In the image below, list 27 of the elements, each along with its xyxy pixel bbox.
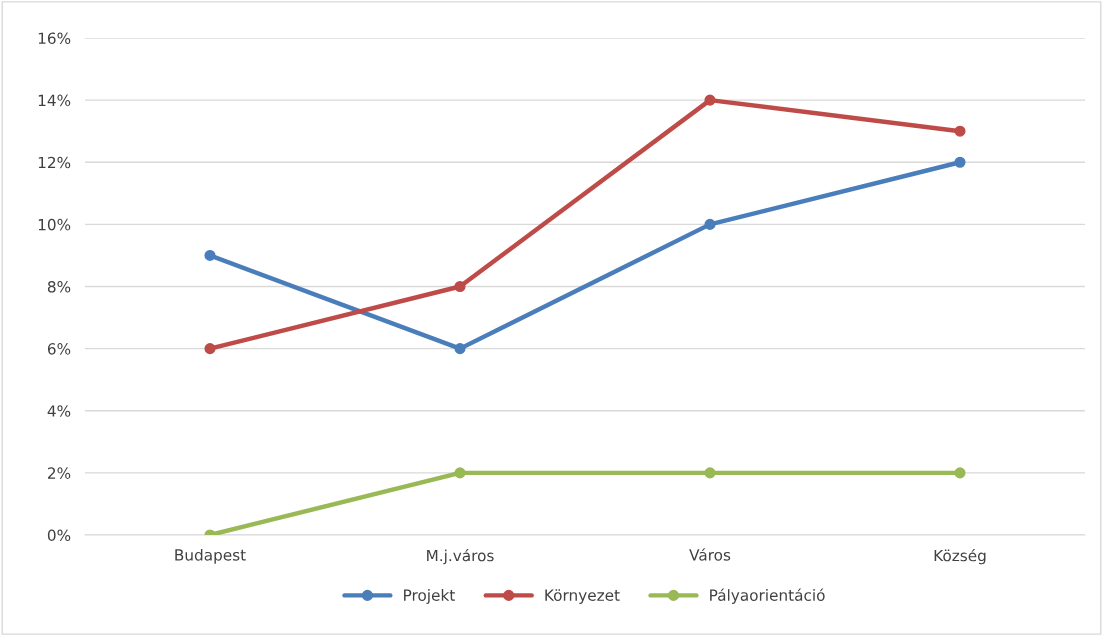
x-tick-label: Község [934,548,986,565]
legend-label: Környezet [545,589,620,604]
y-tick-label: 10% [38,218,71,231]
point [454,467,466,479]
y-tick-label: 16% [38,32,71,45]
point [954,156,966,168]
x-tick-label: Város [689,548,731,561]
y-tick-label: 4% [47,405,71,417]
point [454,343,466,355]
y-tick-label: 0% [47,529,71,542]
y-tick-label: 8% [47,280,71,293]
point [204,249,216,261]
point [704,94,716,106]
y-tick-label: 12% [38,156,71,169]
point [704,467,716,479]
x-tick-label: Budapest [175,548,246,564]
point [704,218,716,230]
point [454,280,466,293]
y-tick-label: 14% [38,94,71,107]
legend-label: Pályaorientáció [710,588,825,604]
point [204,343,216,355]
legend-label: Projekt [404,589,455,604]
point [954,467,966,479]
y-tick-label: 6% [47,343,71,355]
x-tick-label: M.j.város [427,548,494,565]
point [954,125,966,137]
y-tick-label: 2% [47,467,71,479]
